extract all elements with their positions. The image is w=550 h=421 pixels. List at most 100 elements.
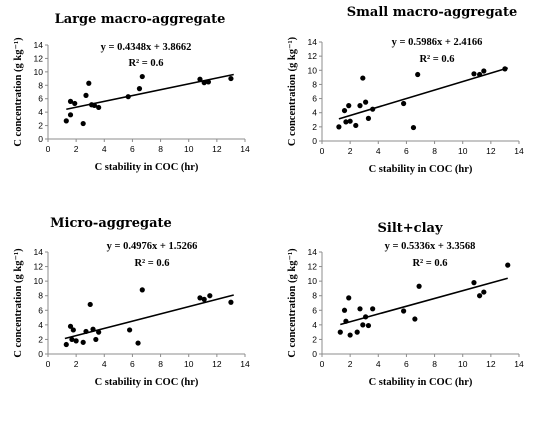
y-tick-label: 0	[38, 134, 43, 144]
data-point	[481, 289, 487, 295]
y-tick-label: 6	[312, 305, 317, 315]
y-tick-label: 2	[312, 334, 317, 344]
y-tick-label: 4	[312, 108, 317, 118]
y-tick-label: 14	[34, 247, 44, 257]
y-tick-label: 10	[308, 65, 318, 75]
data-point	[471, 71, 477, 77]
x-tick-label: 6	[130, 144, 135, 154]
panel-4: Silt+clay 0 2 4 6 8 10 12 14 0 2 4 6 8 10 12 14 C stabili…	[287, 221, 524, 388]
data-point	[477, 293, 483, 299]
regression-equation: y = 0.4976x + 1.5266	[107, 241, 198, 252]
y-tick-label: 12	[308, 51, 318, 61]
panel-3: Micro-aggregate 0 2 4 6 8 10 12 14 0 2 4 6 8 10 12 14 C s…	[13, 216, 250, 388]
y-tick-label: 4	[312, 320, 317, 330]
data-point	[354, 329, 360, 335]
x-tick-label: 10	[184, 144, 194, 154]
x-tick-label: 0	[46, 144, 51, 154]
data-point	[139, 287, 145, 293]
panel-1: Large macro-aggregate 0 2 4 6 8 10 12 14 0 2 4 6 8 10 1…	[13, 12, 250, 173]
x-tick-label: 4	[376, 146, 381, 156]
data-point	[357, 306, 363, 312]
data-point	[346, 295, 352, 301]
data-point	[505, 262, 511, 268]
y-tick-label: 12	[34, 262, 44, 272]
x-tick-label: 8	[432, 359, 437, 369]
y-tick-label: 14	[34, 40, 44, 50]
y-tick-label: 14	[308, 37, 318, 47]
r-squared-label: R² = 0.6	[128, 58, 163, 69]
y-tick-label: 6	[38, 94, 43, 104]
panels-group: Large macro-aggregate 0 2 4 6 8 10 12 14 0 2 4 6 8 10 1…	[13, 5, 524, 388]
regression-equation: y = 0.5986x + 2.4166	[392, 37, 483, 48]
data-point	[127, 327, 133, 333]
x-tick-label: 2	[74, 359, 79, 369]
data-point	[401, 308, 407, 314]
data-point	[197, 295, 203, 301]
y-tick-label: 12	[34, 53, 44, 63]
data-point	[357, 103, 363, 109]
x-axis-label: C stability in COC (hr)	[95, 162, 199, 173]
data-point	[471, 280, 477, 286]
data-point	[136, 86, 143, 92]
data-point	[412, 316, 418, 322]
x-tick-label: 0	[320, 359, 325, 369]
panel-title: Silt+clay	[378, 221, 443, 236]
x-tick-label: 4	[376, 359, 381, 369]
y-tick-label: 4	[38, 107, 43, 117]
data-point	[370, 106, 376, 112]
data-point	[90, 326, 96, 332]
regression-equation: y = 0.4348x + 3.8662	[101, 42, 192, 53]
x-tick-label: 10	[458, 359, 468, 369]
data-point	[363, 314, 369, 320]
x-tick-label: 12	[212, 359, 222, 369]
data-point	[197, 76, 203, 82]
x-tick-label: 0	[46, 359, 51, 369]
trendline	[338, 67, 508, 120]
x-tick-label: 4	[102, 144, 107, 154]
data-point	[341, 107, 348, 114]
data-point	[341, 307, 348, 313]
x-tick-label: 14	[514, 146, 524, 156]
data-point	[336, 124, 342, 130]
x-axis-label: C stability in COC (hr)	[369, 377, 473, 388]
x-tick-label: 12	[212, 144, 222, 154]
data-point	[337, 329, 343, 335]
data-point	[228, 299, 234, 305]
data-point	[228, 75, 234, 82]
data-point	[69, 336, 75, 343]
x-tick-label: 10	[458, 146, 468, 156]
data-point	[80, 339, 86, 345]
data-point	[207, 293, 213, 299]
x-tick-label: 14	[240, 359, 250, 369]
data-point	[347, 118, 353, 124]
data-point	[343, 318, 349, 324]
data-point	[416, 283, 422, 289]
r-squared-label: R² = 0.6	[134, 258, 169, 269]
x-tick-label: 4	[102, 359, 107, 369]
y-tick-label: 0	[312, 349, 317, 359]
y-axis-label: C concentration (g kg⁻¹)	[287, 248, 298, 358]
y-tick-label: 12	[308, 262, 318, 272]
x-tick-label: 14	[514, 359, 524, 369]
data-point	[86, 80, 92, 86]
data-point	[139, 73, 145, 80]
x-axis-label: C stability in COC (hr)	[95, 377, 199, 388]
data-point	[125, 94, 131, 100]
y-tick-label: 14	[308, 247, 318, 257]
panel-title: Large macro-aggregate	[55, 12, 226, 27]
data-point	[205, 79, 212, 85]
y-tick-label: 8	[312, 79, 317, 89]
data-point	[477, 71, 483, 78]
data-point	[363, 99, 369, 105]
y-tick-label: 4	[38, 320, 43, 330]
y-tick-label: 0	[312, 136, 317, 146]
data-point	[135, 340, 141, 346]
x-tick-label: 6	[130, 359, 135, 369]
y-tick-label: 8	[38, 80, 43, 90]
data-point	[67, 98, 74, 104]
data-point	[353, 122, 359, 129]
data-point	[91, 102, 98, 109]
data-point	[73, 338, 79, 344]
data-point	[93, 336, 99, 343]
data-point	[370, 306, 376, 312]
